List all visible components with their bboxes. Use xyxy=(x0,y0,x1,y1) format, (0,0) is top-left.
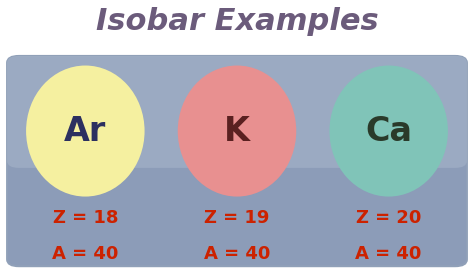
Text: A = 40: A = 40 xyxy=(204,245,270,263)
Ellipse shape xyxy=(26,66,145,197)
Text: Ca: Ca xyxy=(365,115,412,147)
FancyBboxPatch shape xyxy=(7,56,467,266)
Text: K: K xyxy=(224,115,250,147)
Text: A = 40: A = 40 xyxy=(52,245,118,263)
Ellipse shape xyxy=(329,66,448,197)
Ellipse shape xyxy=(178,66,296,197)
Text: Z = 19: Z = 19 xyxy=(204,209,270,227)
Text: Z = 20: Z = 20 xyxy=(356,209,421,227)
Text: Ar: Ar xyxy=(64,115,107,147)
Text: Isobar Examples: Isobar Examples xyxy=(96,7,378,36)
Text: A = 40: A = 40 xyxy=(356,245,422,263)
Text: Z = 18: Z = 18 xyxy=(53,209,118,227)
FancyBboxPatch shape xyxy=(7,56,467,168)
